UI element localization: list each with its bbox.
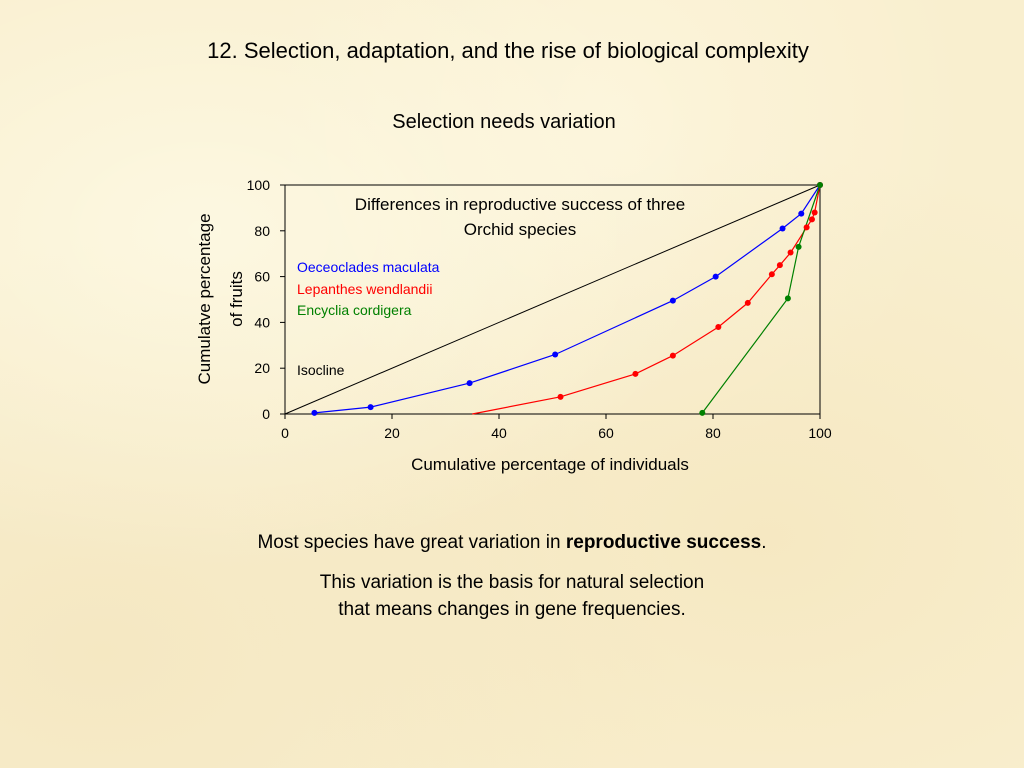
tick-labels: 0 20 40 60 80 100 0 20 40 60 80 100: [247, 177, 832, 441]
body-paragraph-2-line-1: This variation is the basis for natural …: [319, 572, 705, 593]
legend-entry-encyclia: Encyclia cordigera: [297, 302, 412, 318]
data-point-oeceoclades-2: [466, 380, 473, 387]
data-point-lepanthes-8: [803, 224, 810, 231]
plot-area-frame: [284, 184, 821, 415]
chart-title-line-2: Orchid species: [464, 220, 576, 239]
x-tick-label-80: 80: [705, 425, 721, 441]
y-tick-label-80: 80: [254, 223, 270, 239]
data-point-lepanthes-9: [808, 216, 815, 223]
y-axis-label-line-1: Cumulatve percentage: [195, 213, 214, 384]
data-point-encyclia-1: [784, 295, 791, 302]
body-paragraph-1-emphasis: reproductive success: [565, 532, 762, 553]
data-point-encyclia-3: [817, 182, 823, 188]
slide-title: 12. Selection, adaptation, and the rise …: [207, 38, 809, 63]
series-points: [311, 182, 823, 416]
body-paragraph-2: This variation is the basis for natural …: [0, 569, 1024, 623]
data-point-lepanthes-10: [811, 209, 818, 216]
data-point-oeceoclades-7: [798, 210, 805, 217]
isocline-label: Isocline: [297, 362, 345, 378]
y-tick-label-0: 0: [262, 406, 270, 422]
isocline-layer: [284, 184, 821, 415]
body-paragraph-1: Most species have great variation in rep…: [0, 529, 1024, 556]
data-point-lepanthes-1: [632, 370, 639, 377]
x-axis-label: Cumulative percentage of individuals: [411, 455, 689, 474]
isocline-line: [284, 184, 821, 415]
data-point-oeceoclades-3: [552, 351, 559, 358]
axis-ticks: [280, 184, 821, 419]
chart-title-line-1: Differences in reproductive success of t…: [355, 195, 685, 214]
data-point-lepanthes-3: [715, 323, 722, 330]
series-lepanthes-leading-segment: [472, 396, 561, 415]
y-tick-label-40: 40: [254, 314, 270, 330]
data-point-lepanthes-7: [787, 249, 794, 256]
x-tick-label-20: 20: [384, 425, 400, 441]
data-point-lepanthes-5: [768, 271, 775, 278]
legend-entry-lepanthes: Lepanthes wendlandii: [297, 281, 432, 297]
legend-entry-oeceoclades: Oeceoclades maculata: [297, 259, 440, 275]
data-point-lepanthes-2: [669, 352, 676, 359]
x-tick-label-40: 40: [491, 425, 507, 441]
data-point-lepanthes-0: [557, 393, 564, 400]
lorenz-chart: 0 20 40 60 80 100 0 20 40 60 80 100 Differences in …: [195, 177, 832, 474]
x-tick-label-0: 0: [281, 425, 289, 441]
x-tick-label-60: 60: [598, 425, 614, 441]
series-line-encyclia: [701, 184, 821, 414]
data-point-encyclia-0: [699, 409, 706, 416]
slide-subtitle: Selection needs variation: [392, 111, 616, 133]
data-point-lepanthes-4: [744, 299, 751, 306]
x-tick-label-100: 100: [808, 425, 832, 441]
data-point-oeceoclades-0: [311, 409, 318, 416]
body-paragraph-1-end: .: [761, 532, 767, 553]
y-axis-label-line-2: of fruits: [227, 271, 246, 327]
data-point-oeceoclades-1: [367, 404, 374, 411]
y-tick-label-100: 100: [247, 177, 271, 193]
body-paragraph-2-line-2: that means changes in gene frequencies.: [338, 599, 686, 620]
data-point-oeceoclades-5: [712, 273, 719, 280]
y-tick-label-60: 60: [254, 269, 270, 285]
y-tick-label-20: 20: [254, 360, 270, 376]
body-paragraph-1-text: Most species have great variation in: [257, 532, 566, 553]
data-point-lepanthes-6: [776, 262, 783, 269]
data-point-oeceoclades-6: [779, 225, 786, 232]
data-point-oeceoclades-4: [669, 297, 676, 304]
data-point-encyclia-2: [795, 243, 802, 250]
